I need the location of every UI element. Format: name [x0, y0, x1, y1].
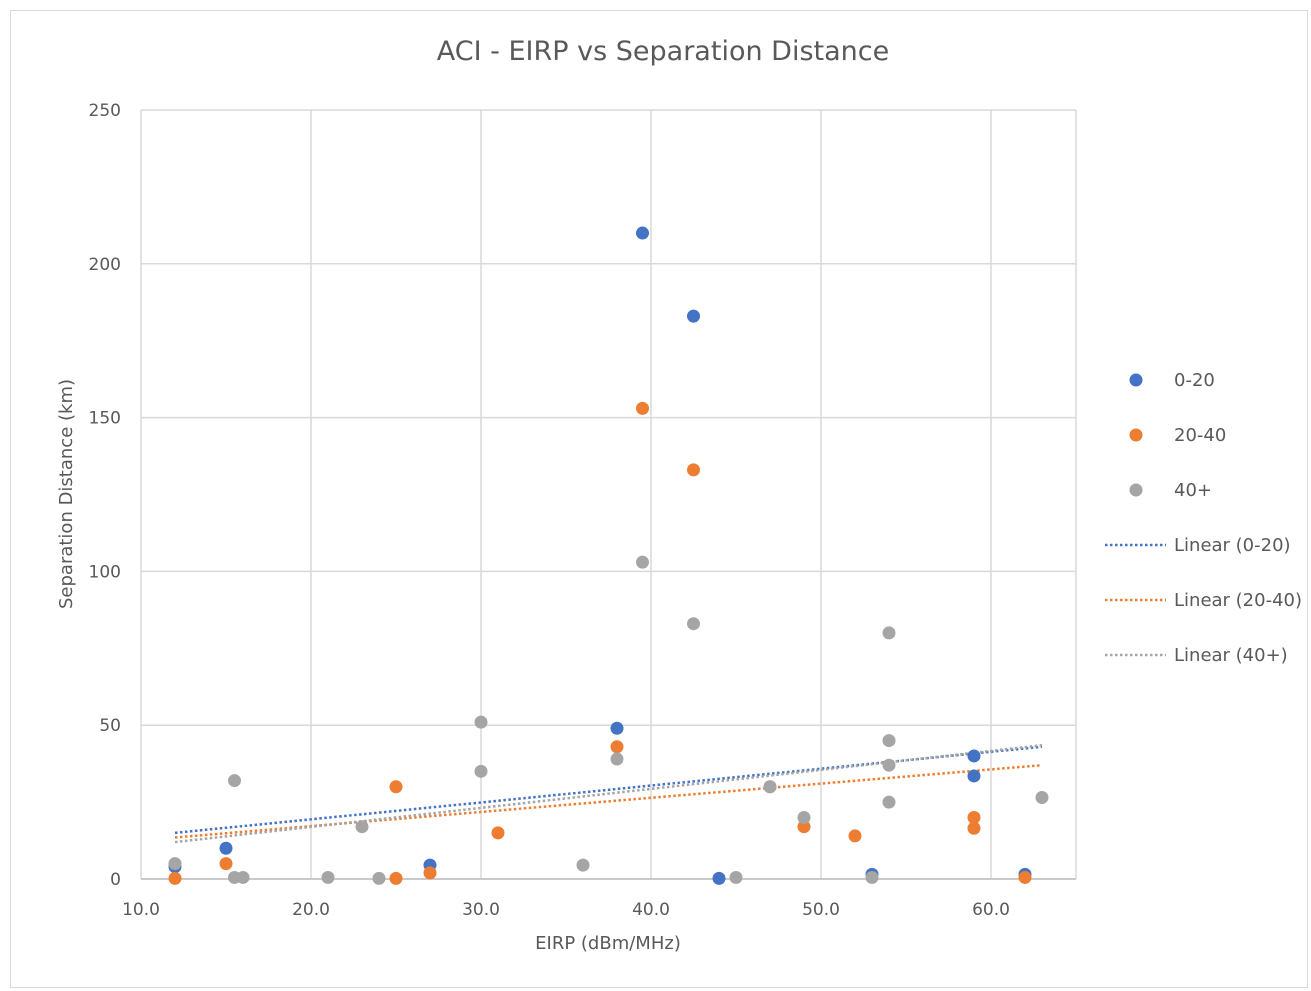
data-point-series-2	[576, 858, 590, 872]
y-axis-label: Separation Distance (km)	[56, 379, 77, 609]
x-tick-label: 30.0	[462, 900, 500, 920]
data-point-series-1	[848, 829, 862, 843]
data-point-series-1	[967, 821, 981, 835]
data-point-series-0	[967, 769, 981, 783]
x-tick-label: 50.0	[802, 900, 840, 920]
y-tick-label: 0	[110, 870, 121, 890]
legend-label: 20-40	[1174, 425, 1226, 446]
data-point-series-2	[687, 617, 700, 631]
data-point-series-2	[763, 780, 777, 794]
data-point-series-1	[797, 820, 811, 834]
chart-frame	[10, 10, 1308, 988]
trendline-2	[174, 743, 1043, 844]
y-tick-label: 150	[89, 409, 121, 429]
data-point-series-1	[423, 866, 437, 880]
data-point-series-1	[389, 871, 403, 885]
data-point-series-2	[882, 758, 896, 772]
data-point-series-0	[687, 309, 700, 323]
data-point-series-2	[474, 764, 488, 778]
data-point-series-0	[636, 226, 649, 240]
data-point-series-1	[636, 401, 649, 415]
y-tick-label: 200	[89, 255, 121, 275]
data-point-series-0	[610, 721, 624, 735]
y-tick-label: 100	[89, 562, 121, 582]
y-tick-label: 50	[99, 716, 121, 736]
legend-label: Linear (40+)	[1174, 645, 1288, 666]
data-point-series-2	[321, 870, 335, 884]
x-tick-label: 40.0	[632, 900, 670, 920]
x-tick-label: 10.0	[122, 900, 160, 920]
data-point-series-2	[1035, 790, 1049, 804]
legend-marker	[1129, 373, 1143, 387]
data-point-series-1	[967, 810, 981, 824]
data-point-series-0	[712, 871, 726, 885]
data-point-series-2	[865, 870, 879, 884]
data-point-series-1	[219, 857, 233, 871]
data-point-series-0	[967, 749, 981, 763]
data-point-series-1	[168, 871, 182, 885]
data-point-series-2	[372, 871, 386, 885]
data-point-series-1	[610, 740, 624, 754]
data-point-series-2	[610, 752, 624, 766]
x-axis-ticks: 10.0 20.0 30.0 40.0 50.0 60.0	[122, 900, 1010, 920]
x-tick-label: 20.0	[292, 900, 330, 920]
chart-title: ACI - EIRP vs Separation Distance	[437, 36, 889, 67]
legend-label: 40+	[1174, 480, 1212, 501]
legend-label: 0-20	[1174, 370, 1215, 391]
data-point-series-1	[389, 780, 403, 794]
data-point-series-2	[797, 810, 811, 824]
data-point-series-0	[219, 841, 233, 855]
data-point-series-2	[882, 795, 896, 809]
data-point-series-2	[882, 734, 896, 748]
y-tick-label: 250	[89, 101, 121, 121]
legend: 0-20 20-40 40+ Linear (0-20) Linear (20-40) L…	[1105, 370, 1302, 666]
data-point-series-2	[882, 626, 896, 640]
x-axis-label: EIRP (dBm/MHz)	[535, 933, 681, 954]
data-point-series-2	[355, 820, 369, 834]
y-axis-ticks: 0 50 100 150 200 250	[89, 101, 121, 890]
legend-marker	[1129, 428, 1143, 442]
data-point-series-1	[687, 463, 700, 477]
data-point-series-2	[474, 715, 488, 729]
trendlines	[174, 743, 1043, 844]
data-point-series-2	[636, 555, 649, 569]
data-point-series-2	[729, 870, 743, 884]
data-point-series-1	[1018, 870, 1032, 884]
x-tick-label: 60.0	[972, 900, 1010, 920]
data-point-series-2	[168, 857, 182, 871]
legend-marker	[1129, 483, 1143, 497]
data-point-series-2	[236, 870, 250, 884]
legend-label: Linear (20-40)	[1174, 590, 1302, 611]
data-point-series-1	[491, 826, 505, 840]
data-point-series-2	[228, 774, 241, 788]
data-points	[168, 226, 1049, 885]
gridlines	[140, 109, 1077, 880]
legend-label: Linear (0-20)	[1174, 535, 1291, 556]
